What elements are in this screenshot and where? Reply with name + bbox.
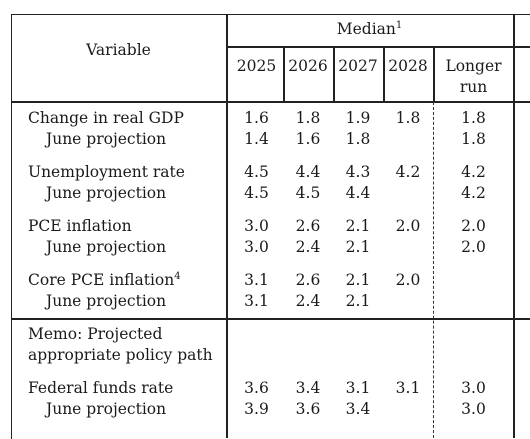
cell-core-pce-june-2026: 2.4 xyxy=(295,292,321,310)
cell-unemployment-june-2027: 4.4 xyxy=(345,184,371,202)
row-label-pce-june: June projection xyxy=(46,238,167,256)
cell-unemployment-2025: 4.5 xyxy=(244,163,269,181)
rule-variable-column xyxy=(226,14,228,438)
dashed-separator xyxy=(433,102,434,438)
cell-federal-funds-june-2026: 3.6 xyxy=(295,400,321,418)
longer-run-header-line2: run xyxy=(459,78,488,96)
cell-core-pce-june-2025: 3.1 xyxy=(244,292,269,310)
core-pce-label-text: Core PCE inflation xyxy=(28,271,175,289)
rule-under-median xyxy=(226,46,530,48)
cell-core-pce-2028: 2.0 xyxy=(395,271,421,289)
variable-header: Variable xyxy=(86,41,151,59)
cell-gdp-longer: 1.8 xyxy=(461,109,486,127)
cell-pce-june-2025: 3.0 xyxy=(244,238,269,256)
row-label-federal-funds-june: June projection xyxy=(46,400,167,418)
row-label-core-pce: Core PCE inflation4 xyxy=(28,270,181,290)
median-footnote: 1 xyxy=(395,20,403,31)
cell-pce-2028: 2.0 xyxy=(395,217,421,235)
cell-core-pce-2025: 3.1 xyxy=(244,271,269,289)
row-label-gdp-june: June projection xyxy=(46,130,167,148)
cell-federal-funds-2027: 3.1 xyxy=(345,379,371,397)
cell-unemployment-june-2026: 4.5 xyxy=(295,184,321,202)
cell-gdp-2026: 1.8 xyxy=(295,109,321,127)
cell-gdp-2028: 1.8 xyxy=(395,109,421,127)
core-pce-footnote: 4 xyxy=(174,271,181,282)
cell-unemployment-2026: 4.4 xyxy=(295,163,321,181)
longer-run-header-line1: Longer xyxy=(445,57,502,75)
memo-line-1: Memo: Projected xyxy=(28,325,163,343)
cell-federal-funds-2028: 3.1 xyxy=(395,379,421,397)
cell-gdp-june-2025: 1.4 xyxy=(244,130,269,148)
cell-federal-funds-2026: 3.4 xyxy=(295,379,321,397)
median-header: Median1 xyxy=(226,19,513,39)
cell-pce-june-2027: 2.1 xyxy=(345,238,371,256)
memo-line-2: appropriate policy path xyxy=(28,346,213,364)
row-label-pce: PCE inflation xyxy=(28,217,132,235)
cell-federal-funds-longer: 3.0 xyxy=(461,379,486,397)
row-label-federal-funds: Federal funds rate xyxy=(28,379,174,397)
cell-pce-2027: 2.1 xyxy=(345,217,371,235)
cell-pce-june-2026: 2.4 xyxy=(295,238,321,256)
rule-2028-longer xyxy=(433,46,435,102)
rule-under-header xyxy=(11,101,530,103)
cell-core-pce-2027: 2.1 xyxy=(345,271,371,289)
cell-pce-2025: 3.0 xyxy=(244,217,269,235)
row-label-core-pce-june: June projection xyxy=(46,292,167,310)
year-2025-header: 2025 xyxy=(236,57,277,75)
cell-gdp-2027: 1.9 xyxy=(345,109,371,127)
cell-pce-longer: 2.0 xyxy=(461,217,486,235)
year-2027-header: 2027 xyxy=(338,57,378,75)
median-label: Median xyxy=(336,20,396,38)
cell-gdp-2025: 1.6 xyxy=(244,109,269,127)
cell-core-pce-june-2027: 2.1 xyxy=(345,292,371,310)
cell-gdp-june-2026: 1.6 xyxy=(295,130,321,148)
cell-federal-funds-june-2027: 3.4 xyxy=(345,400,371,418)
row-label-gdp: Change in real GDP xyxy=(28,109,184,127)
year-2026-header: 2026 xyxy=(288,57,328,75)
row-label-unemployment-june: June projection xyxy=(46,184,167,202)
cell-federal-funds-june-2025: 3.9 xyxy=(244,400,269,418)
table-frame xyxy=(11,14,530,439)
cell-unemployment-june-2025: 4.5 xyxy=(244,184,269,202)
rule-2025-2026 xyxy=(283,46,285,102)
rule-2026-2027 xyxy=(333,46,335,102)
row-label-unemployment: Unemployment rate xyxy=(28,163,185,181)
cell-core-pce-2026: 2.6 xyxy=(295,271,321,289)
rule-right-edge xyxy=(513,14,515,438)
rule-above-memo xyxy=(11,318,530,320)
cell-unemployment-2027: 4.3 xyxy=(345,163,371,181)
rule-2027-2028 xyxy=(383,46,385,102)
cell-pce-2026: 2.6 xyxy=(295,217,321,235)
cell-federal-funds-2025: 3.6 xyxy=(244,379,269,397)
cell-unemployment-june-longer: 4.2 xyxy=(461,184,486,202)
cell-pce-june-longer: 2.0 xyxy=(461,238,486,256)
cell-unemployment-longer: 4.2 xyxy=(461,163,486,181)
cell-federal-funds-june-longer: 3.0 xyxy=(461,400,486,418)
year-2028-header: 2028 xyxy=(388,57,428,75)
cell-gdp-june-2027: 1.8 xyxy=(345,130,371,148)
cell-gdp-june-longer: 1.8 xyxy=(461,130,486,148)
cell-unemployment-2028: 4.2 xyxy=(395,163,421,181)
